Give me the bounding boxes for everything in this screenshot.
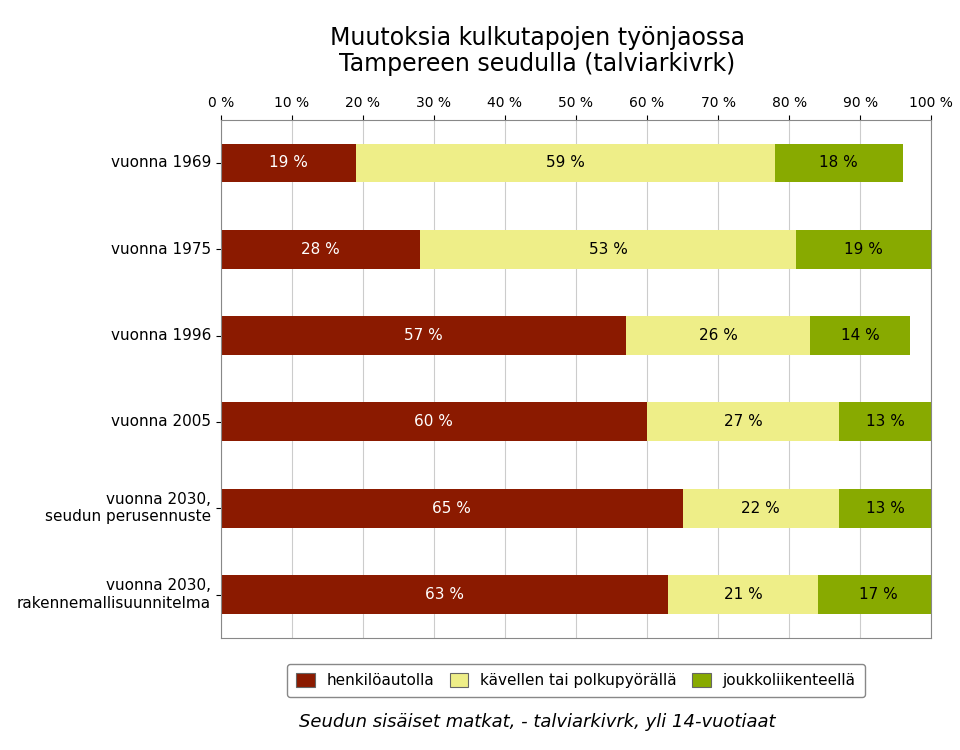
- Bar: [626, 316, 810, 355]
- Bar: [668, 575, 818, 614]
- Text: Seudun sisäiset matkat, - talviarkivrk, yli 14-vuotiaat: Seudun sisäiset matkat, - talviarkivrk, …: [300, 713, 776, 731]
- Text: 17 %: 17 %: [858, 587, 898, 602]
- Legend: henkilöautolla, kävellen tai polkupyörällä, joukkoliikenteellä: henkilöautolla, kävellen tai polkupyöräl…: [287, 664, 865, 698]
- Bar: [796, 230, 931, 268]
- Bar: [221, 489, 683, 528]
- Text: 14 %: 14 %: [841, 328, 879, 343]
- Bar: [839, 489, 931, 528]
- Text: 65 %: 65 %: [432, 501, 471, 516]
- Text: 27 %: 27 %: [724, 415, 762, 430]
- Bar: [221, 230, 420, 268]
- Bar: [356, 143, 775, 182]
- Text: 22 %: 22 %: [741, 501, 780, 516]
- Bar: [221, 403, 647, 441]
- Bar: [221, 316, 626, 355]
- Bar: [818, 575, 938, 614]
- Text: 59 %: 59 %: [546, 155, 585, 170]
- Text: 13 %: 13 %: [866, 501, 904, 516]
- Text: 60 %: 60 %: [415, 415, 453, 430]
- Text: 53 %: 53 %: [588, 242, 628, 256]
- Bar: [683, 489, 839, 528]
- Bar: [647, 403, 839, 441]
- Text: 13 %: 13 %: [866, 415, 904, 430]
- Bar: [221, 143, 356, 182]
- Bar: [839, 403, 931, 441]
- Text: 57 %: 57 %: [404, 328, 443, 343]
- Text: 19 %: 19 %: [844, 242, 883, 256]
- Bar: [810, 316, 910, 355]
- Bar: [221, 575, 668, 614]
- Text: 26 %: 26 %: [699, 328, 737, 343]
- Text: 18 %: 18 %: [820, 155, 858, 170]
- Bar: [775, 143, 902, 182]
- Text: Muutoksia kulkutapojen työnjaossa: Muutoksia kulkutapojen työnjaossa: [330, 26, 745, 50]
- Text: 63 %: 63 %: [425, 587, 464, 602]
- Text: 21 %: 21 %: [724, 587, 762, 602]
- Text: Tampereen seudulla (talviarkivrk): Tampereen seudulla (talviarkivrk): [340, 53, 735, 76]
- Bar: [420, 230, 796, 268]
- Text: 28 %: 28 %: [300, 242, 340, 256]
- Text: 19 %: 19 %: [269, 155, 308, 170]
